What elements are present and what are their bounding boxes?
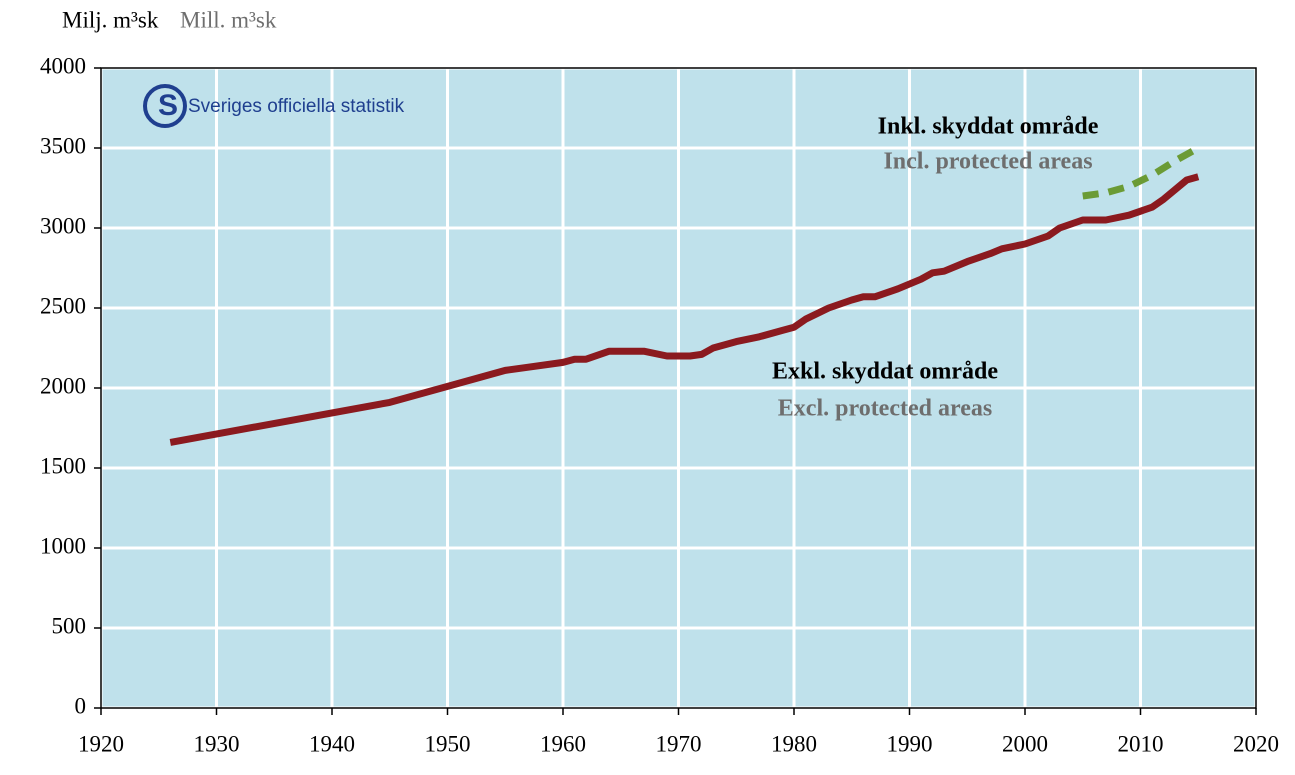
- x-tick-label: 1940: [309, 731, 355, 756]
- y-tick-label: 3000: [40, 213, 86, 238]
- x-tick-label: 1960: [540, 731, 586, 756]
- x-tick-label: 1980: [771, 731, 817, 756]
- series-label-en: Incl. protected areas: [883, 149, 1092, 175]
- x-tick-label: 2000: [1002, 731, 1048, 756]
- x-tick-label: 2020: [1233, 731, 1279, 756]
- series-line: [1082, 144, 1200, 200]
- series-label-en: Excl. protected areas: [778, 396, 992, 422]
- y-tick-label: 1000: [40, 533, 86, 558]
- y-tick-label: 0: [75, 693, 87, 718]
- plot-frame: [100, 67, 1257, 709]
- y-axis-label-en: Mill. m³sk: [180, 7, 277, 32]
- y-axis-label: Milj. m³sk: [62, 7, 159, 32]
- y-tick-label: 2000: [40, 373, 86, 398]
- logo-s: S: [158, 89, 178, 122]
- x-tick-label: 1990: [887, 731, 933, 756]
- y-tick-label: 3500: [40, 133, 86, 158]
- x-tick-label: 1930: [194, 731, 240, 756]
- y-tick-label: 2500: [40, 293, 86, 318]
- series-label: Inkl. skyddat område: [878, 114, 1099, 140]
- y-tick-label: 4000: [40, 53, 86, 78]
- y-tick-label: 500: [52, 613, 87, 638]
- x-tick-label: 1970: [656, 731, 702, 756]
- series-label: Exkl. skyddat område: [772, 359, 998, 385]
- y-tick-label: 1500: [40, 453, 86, 478]
- x-tick-label: 2010: [1118, 731, 1164, 756]
- logo: S Sveriges officiella statistik: [143, 84, 405, 128]
- logo-text: Sveriges officiella statistik: [188, 96, 405, 117]
- logo-icon: [143, 84, 187, 128]
- series-line: [169, 173, 1200, 446]
- x-tick-label: 1950: [425, 731, 471, 756]
- x-tick-label: 1920: [78, 731, 124, 756]
